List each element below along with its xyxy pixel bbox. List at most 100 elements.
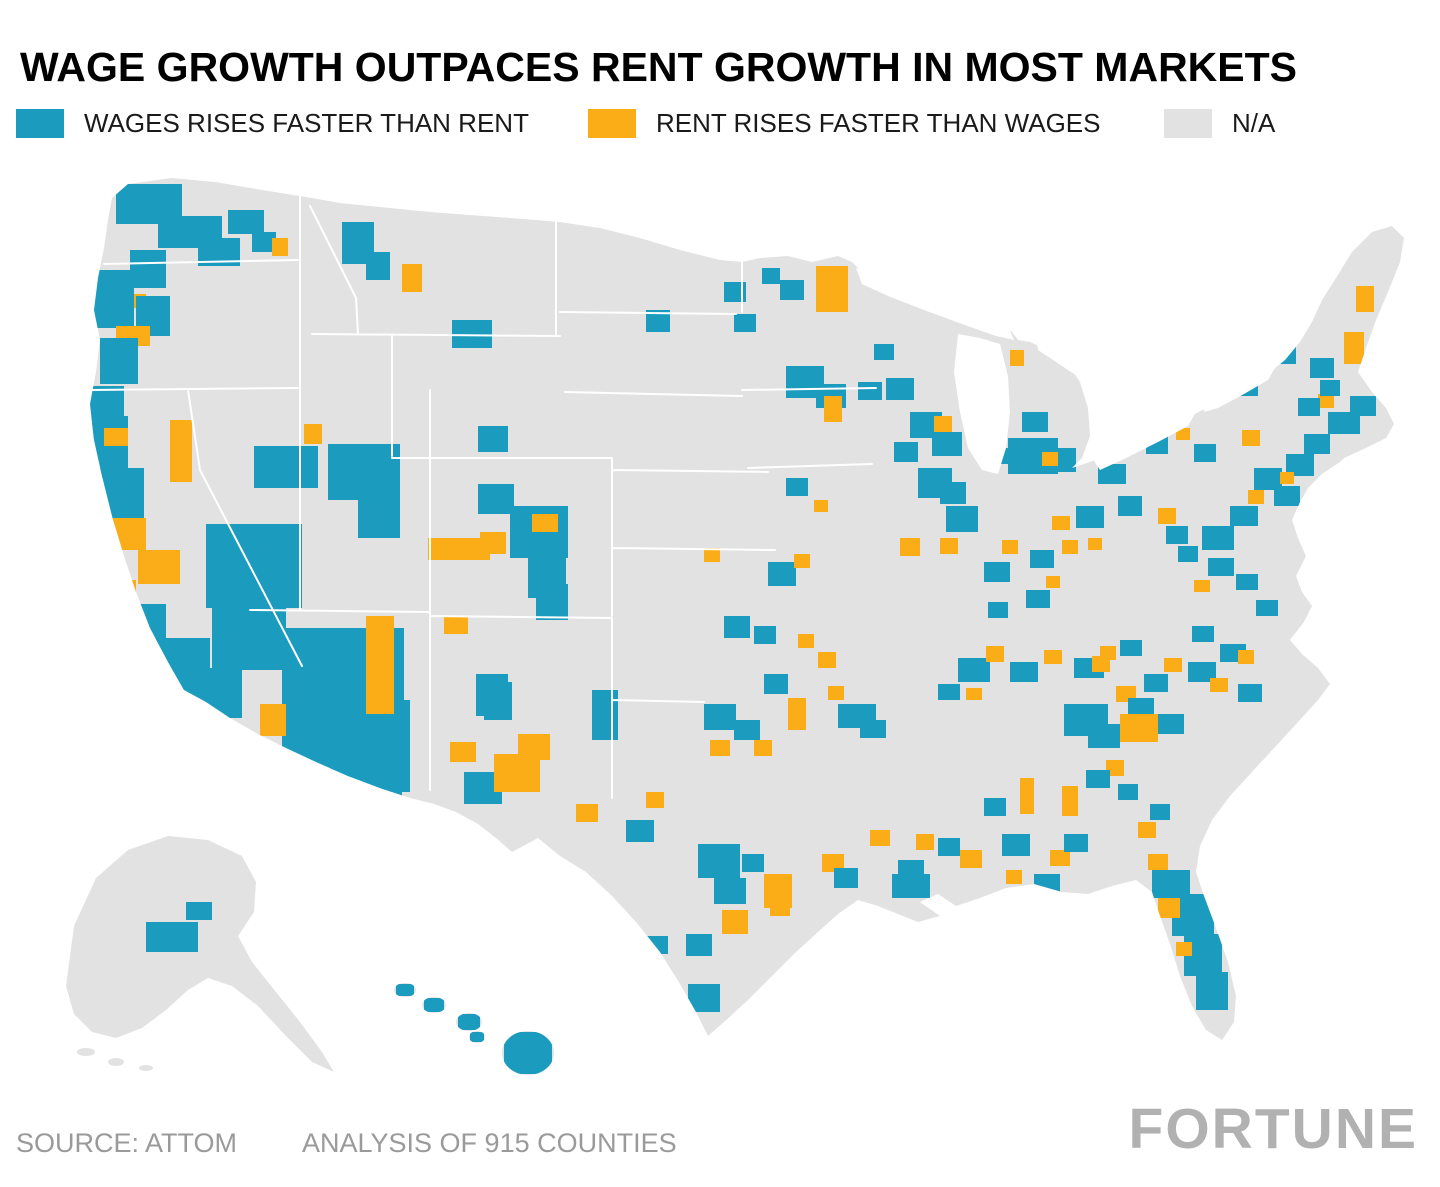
great-lakes <box>856 268 1276 474</box>
county-region-wages-faster <box>1274 346 1296 364</box>
county-region-wages-faster <box>686 934 712 956</box>
county-region-wages-faster <box>764 674 788 694</box>
county-region-wages-faster <box>646 310 670 332</box>
county-region-wages-faster <box>646 936 668 954</box>
fortune-logo: FORTUNE <box>1128 1097 1418 1161</box>
county-region-wages-faster <box>1034 874 1060 892</box>
county-region-rent-faster <box>1176 942 1192 956</box>
state-borders <box>91 195 877 799</box>
county-region-wages-faster <box>698 844 740 878</box>
county-region-wages-faster <box>958 658 990 682</box>
legend-swatch-wages <box>16 108 64 138</box>
county-region-wages-faster <box>786 478 808 496</box>
county-region-wages-faster <box>1274 486 1300 506</box>
county-region-rent-faster <box>532 514 558 532</box>
county-region-rent-faster <box>816 266 848 312</box>
county-region-rent-faster <box>104 428 128 446</box>
county-region-rent-faster <box>94 640 108 652</box>
county-region-wages-faster <box>1026 590 1050 608</box>
county-region-wages-faster <box>186 902 212 920</box>
county-region-wages-faster <box>458 1014 480 1030</box>
county-region-wages-faster <box>170 668 242 718</box>
county-region-wages-faster <box>1254 468 1282 490</box>
county-region-wages-faster <box>130 250 166 288</box>
county-region-rent-faster <box>1106 760 1124 776</box>
legend-label-rent: RENT RISES FASTER THAN WAGES <box>656 107 1101 138</box>
county-region-wages-faster <box>94 270 134 328</box>
county-region-rent-faster <box>304 424 322 444</box>
county-region-wages-faster <box>724 616 750 638</box>
county-region-rent-faster <box>1176 428 1190 440</box>
county-region-rent-faster <box>1092 656 1110 672</box>
county-region-wages-faster <box>1178 546 1198 562</box>
county-region-rent-faster <box>576 804 598 822</box>
county-region-wages-faster <box>1304 434 1330 454</box>
county-region-wages-faster <box>714 878 746 904</box>
county-region-wages-faster <box>860 720 886 738</box>
county-region-wages-faster <box>94 468 144 526</box>
county-region-wages-faster <box>1144 674 1168 692</box>
county-region-wages-faster <box>536 584 568 620</box>
county-region-rent-faster <box>1050 850 1070 866</box>
county-region-wages-faster <box>1118 784 1138 800</box>
county-region-wages-faster <box>894 442 918 462</box>
county-region-wages-faster <box>452 320 492 348</box>
county-region-rent-faster <box>754 740 772 756</box>
county-region-rent-faster <box>1344 332 1364 364</box>
county-region-rent-faster <box>788 698 806 730</box>
county-region-wages-faster <box>858 382 882 400</box>
county-region-wages-faster <box>1192 626 1214 642</box>
lake-superior <box>856 268 1014 340</box>
county-region-rent-faster <box>106 580 136 606</box>
county-region-wages-faster <box>1152 870 1190 898</box>
county-region-rent-faster <box>1006 870 1022 884</box>
legend-item-wages: WAGES RISES FASTER THAN RENT <box>16 108 529 138</box>
county-region-rent-faster <box>1002 540 1018 554</box>
county-region-wages-faster <box>1310 358 1334 378</box>
county-region-rent-faster <box>870 830 890 846</box>
county-region-rent-faster <box>1042 452 1058 466</box>
county-region-wages-faster <box>754 626 776 644</box>
county-region-wages-faster <box>1002 834 1030 856</box>
county-region-rent-faster <box>1280 472 1294 484</box>
legend-item-rent: RENT RISES FASTER THAN WAGES <box>588 108 1101 138</box>
lake-ontario <box>1204 366 1276 412</box>
county-region-wages-faster <box>360 758 402 808</box>
county-region-wages-faster <box>742 854 764 872</box>
county-region-wages-faster <box>206 524 302 608</box>
county-region-rent-faster <box>916 834 934 850</box>
county-region-wages-faster <box>1238 684 1262 702</box>
county-region-wages-faster <box>328 444 400 500</box>
county-region-wages-faster <box>1208 558 1234 576</box>
county-region-rent-faster <box>1238 650 1254 664</box>
county-region-rent-faster <box>704 548 720 562</box>
county-region-wages-faster <box>1022 412 1048 432</box>
county-region-rent-faster <box>1248 490 1264 504</box>
county-region-wages-faster <box>1086 770 1110 788</box>
county-region-wages-faster <box>1256 600 1278 616</box>
county-region-rent-faster <box>828 686 844 700</box>
county-region-rent-faster <box>1158 898 1180 918</box>
lake-michigan <box>954 334 1010 474</box>
county-region-wages-faster <box>988 602 1008 618</box>
analysis-note: ANALYSIS OF 915 COUNTIES <box>302 1128 677 1158</box>
county-region-rent-faster <box>1062 786 1078 816</box>
county-region-wages-faster <box>1194 444 1216 462</box>
county-region-rent-faster <box>770 894 790 916</box>
county-region-rent-faster <box>814 500 828 512</box>
county-region-rent-faster <box>1260 328 1276 342</box>
county-region-rent-faster <box>940 538 958 554</box>
county-region-wages-faster <box>626 820 654 842</box>
county-region-rent-faster <box>1046 576 1060 588</box>
county-region-wages-faster <box>100 338 138 384</box>
county-region-rent-faster <box>1020 778 1034 814</box>
county-region-wages-faster <box>932 432 962 456</box>
county-region-wages-faster <box>254 446 318 488</box>
county-region-wages-faster <box>938 838 960 856</box>
lake-erie <box>1092 412 1196 470</box>
county-region-rent-faster <box>818 652 836 668</box>
county-region-wages-faster <box>252 232 276 252</box>
county-region-wages-faster <box>1158 714 1184 734</box>
county-region-wages-faster <box>1236 574 1258 590</box>
